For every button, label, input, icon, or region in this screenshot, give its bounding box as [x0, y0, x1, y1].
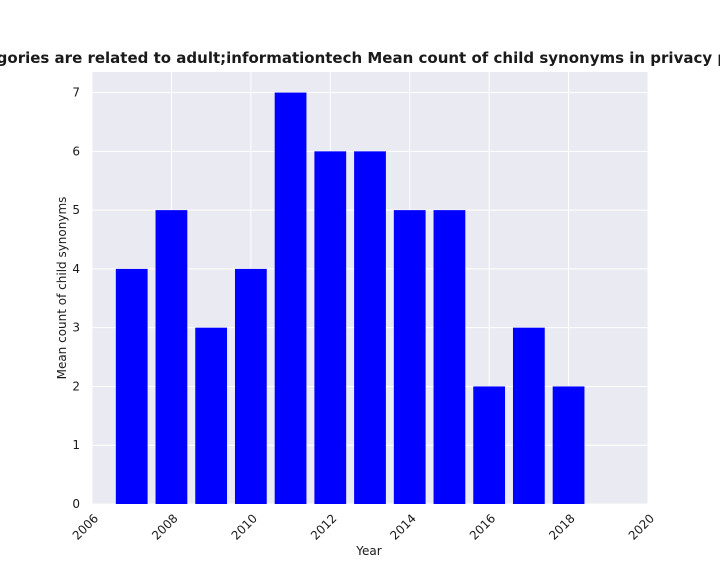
x-tick-label: 2018 [546, 511, 577, 542]
x-tick-label: 2020 [626, 511, 657, 542]
bar-2012 [314, 151, 347, 505]
chart-title: Categories are related to adult;informat… [0, 49, 720, 67]
x-tick-label: 2008 [149, 511, 180, 542]
y-tick-label: 5 [72, 203, 80, 217]
bar-2009 [195, 327, 228, 504]
bar-2013 [354, 151, 386, 505]
y-tick-label: 0 [72, 497, 80, 511]
x-tick-label: 2016 [467, 511, 498, 542]
bar-2018 [552, 386, 585, 504]
bar-2016 [473, 386, 506, 504]
y-tick-label: 1 [72, 438, 80, 452]
y-tick-label: 2 [72, 379, 80, 393]
bar-2010 [234, 268, 267, 504]
y-axis-label: Mean count of child synonyms [55, 197, 69, 380]
y-tick-label: 3 [72, 321, 80, 335]
bar-2007 [115, 268, 148, 504]
x-axis-label: Year [355, 544, 381, 558]
x-axis-ticks: 2006 2008 2010 2012 2014 2016 2018 2020 [70, 511, 657, 542]
y-tick-label: 6 [72, 144, 80, 158]
y-axis-ticks: 0 1 2 3 4 5 6 7 [72, 86, 80, 511]
bar-2015 [433, 210, 466, 505]
bar-2008 [155, 210, 188, 505]
bar-2017 [512, 327, 545, 504]
x-tick-label: 2014 [387, 511, 418, 542]
x-tick-label: 2006 [70, 511, 101, 542]
y-tick-label: 4 [72, 262, 80, 276]
bar-2011 [274, 92, 307, 505]
y-tick-label: 7 [72, 86, 80, 100]
bars [115, 92, 585, 505]
x-tick-label: 2012 [308, 511, 339, 542]
x-tick-label: 2010 [229, 511, 260, 542]
bar-2014 [393, 210, 426, 505]
